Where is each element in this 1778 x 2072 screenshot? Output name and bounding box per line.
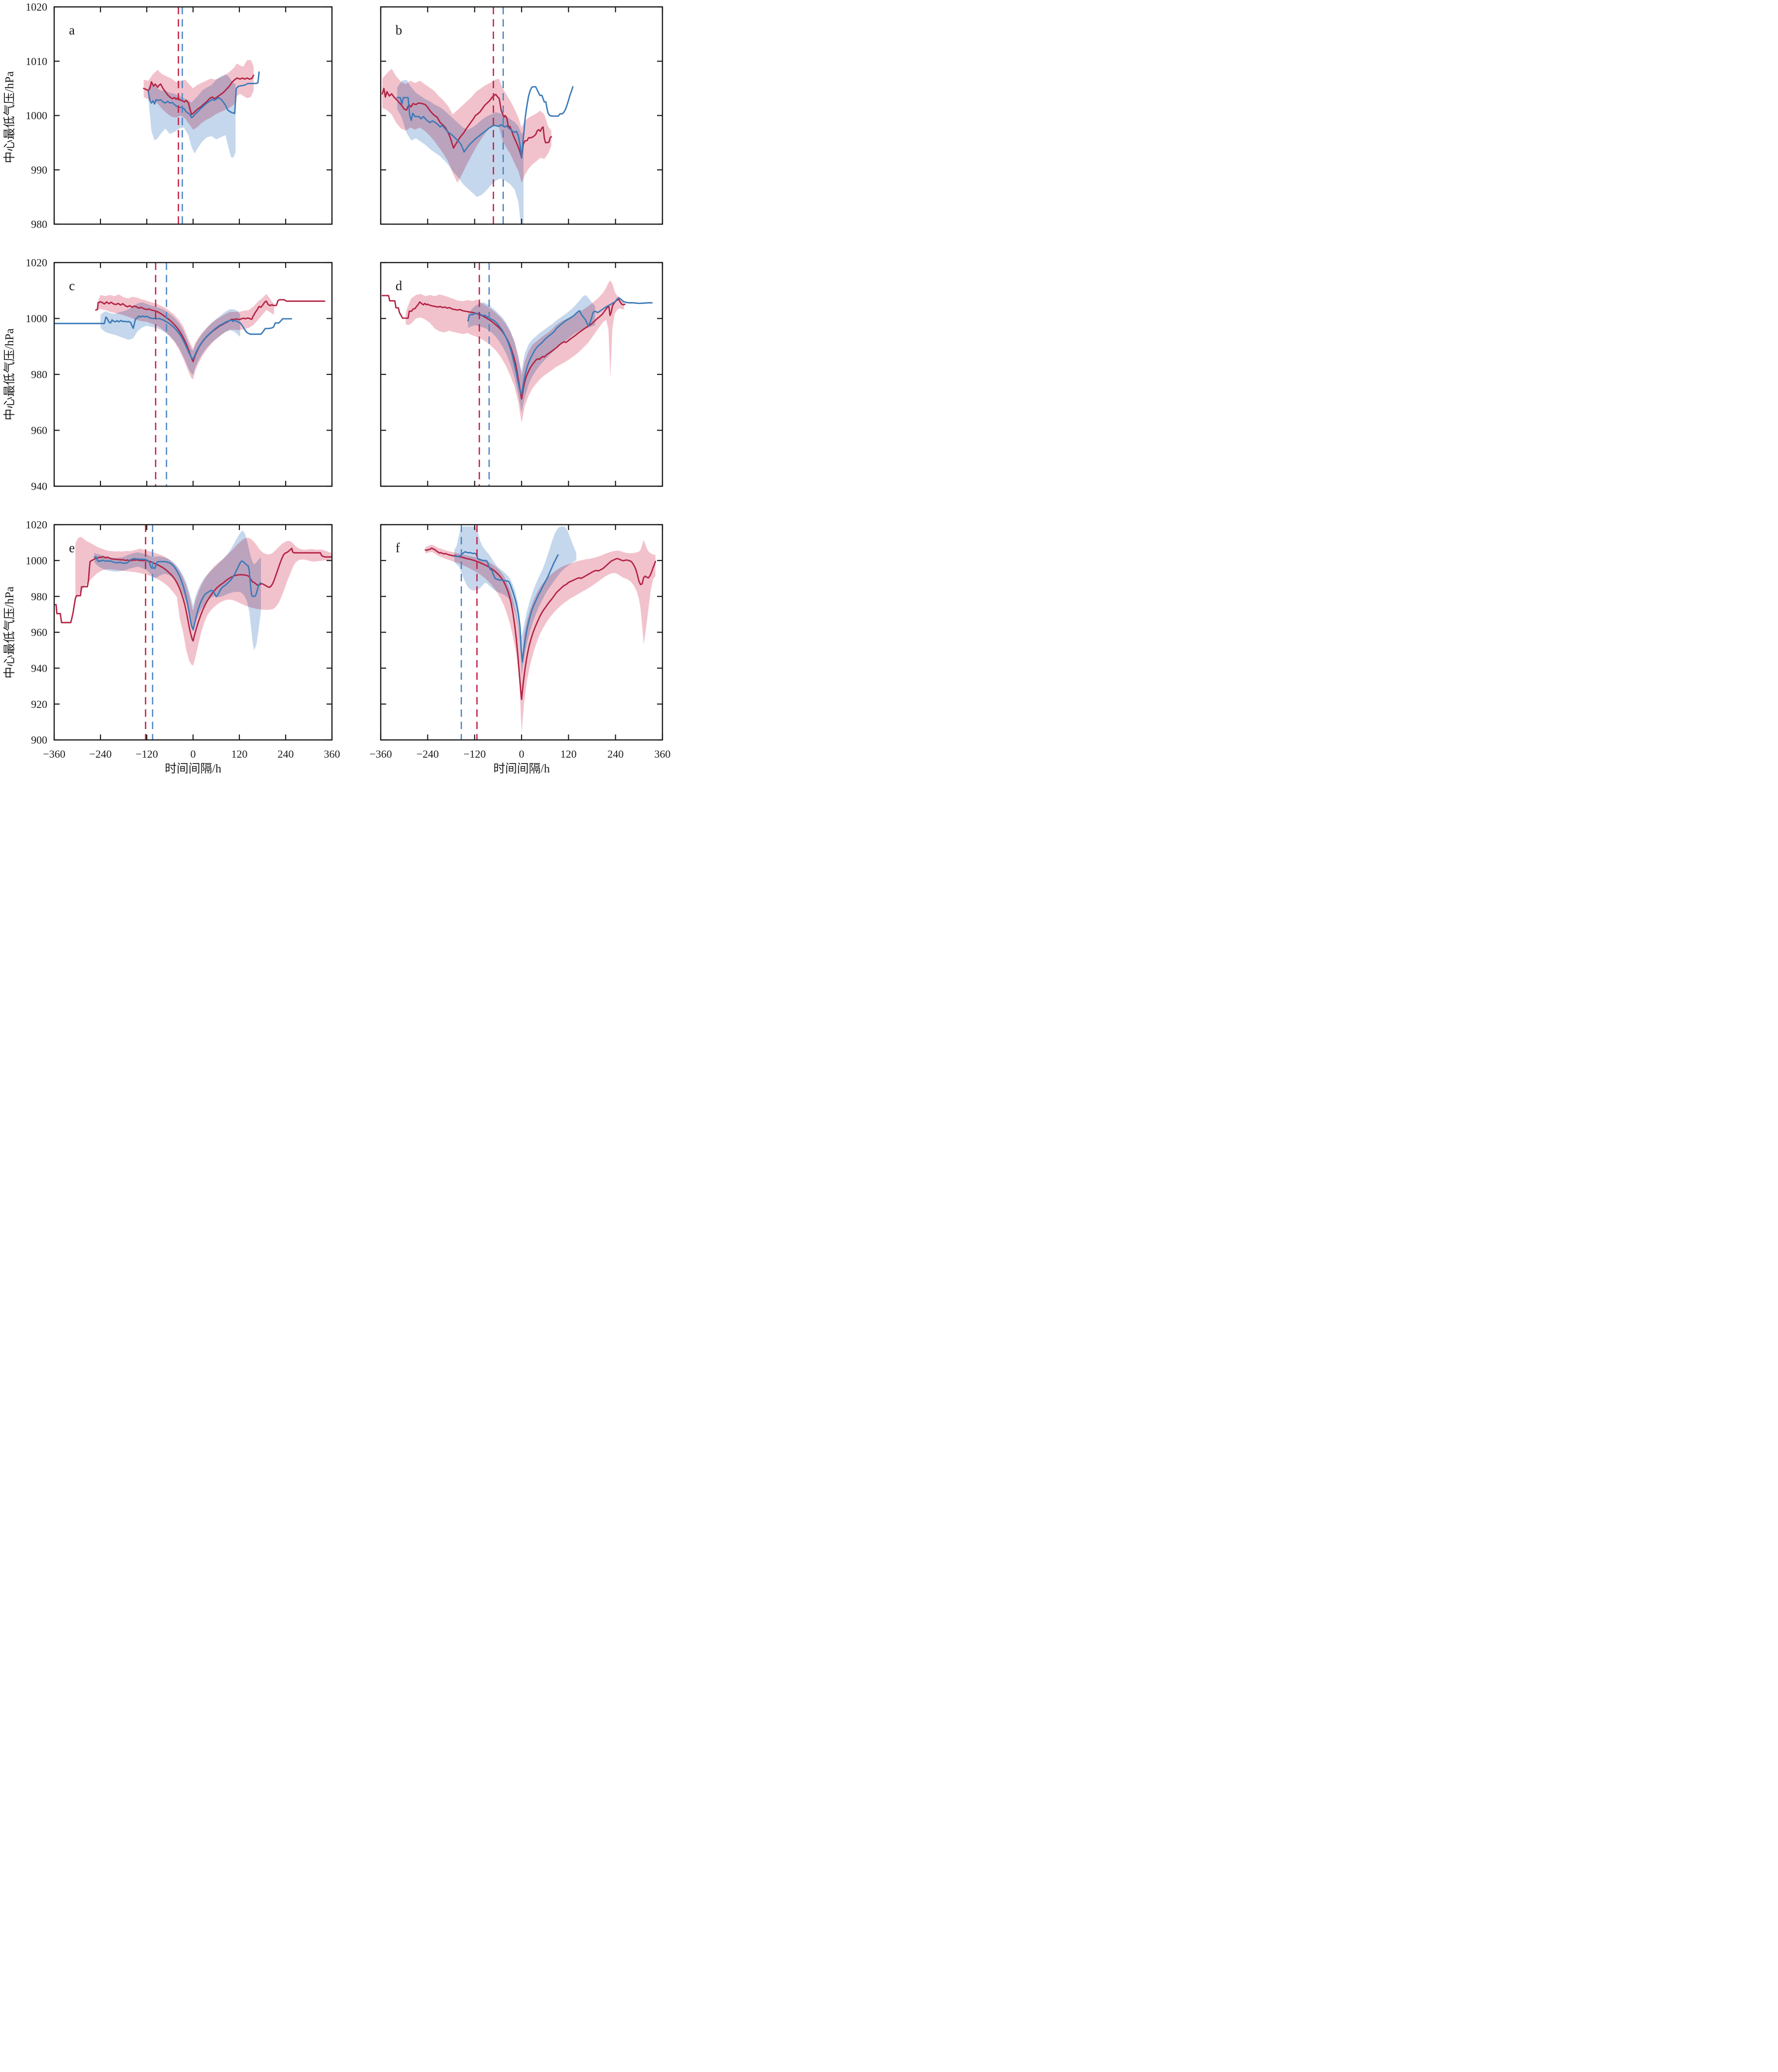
- x-tick-label: 240: [278, 748, 294, 760]
- chart-panel-a: 980 990 1000 1010 1020 a: [26, 1, 333, 231]
- y-tick-label: 980: [31, 590, 47, 602]
- y-tick-label: 980: [31, 368, 47, 381]
- blue-confidence-band: [468, 295, 595, 413]
- chart-panel-c: 940 960 980 1000 1020 c: [26, 257, 333, 493]
- x-tick-label: −240: [89, 748, 111, 760]
- blue-confidence-band: [397, 79, 524, 224]
- x-tick-label: −360: [369, 748, 392, 760]
- y-tick-label: 1010: [26, 55, 47, 67]
- chart-panel-d: d: [380, 262, 663, 487]
- x-tick-label: 360: [324, 748, 340, 760]
- x-tick-label: −120: [463, 748, 486, 760]
- y-tick-label: 1020: [26, 519, 47, 531]
- x-tick-label: 240: [607, 748, 624, 760]
- panel-letter: b: [395, 23, 402, 37]
- pressure-time-figure: 980 990 1000 1010 1020 a b 940 960 980 1000 1020 c…: [0, 0, 671, 777]
- panel-letter: c: [69, 278, 75, 293]
- x-tick-label: −360: [43, 748, 65, 760]
- y-tick-label: 1020: [26, 257, 47, 269]
- x-axis-label-right: 时间间隔/h: [493, 763, 550, 775]
- blue-mean-line: [396, 86, 574, 159]
- chart-panel-e: −360 −240 −120 0 120 240 360 900 920 940 960 980 100…: [26, 519, 340, 760]
- y-tick-label: 960: [31, 424, 47, 436]
- x-tick-label: 120: [560, 748, 577, 760]
- panel-letter: e: [69, 540, 75, 555]
- panel-letter: f: [395, 540, 400, 555]
- red-mean-line: [381, 88, 552, 159]
- red-mean-line: [143, 74, 255, 115]
- y-tick-label: 900: [31, 734, 47, 746]
- y-tick-label: 920: [31, 698, 47, 710]
- red-confidence-band: [425, 539, 656, 734]
- x-tick-label: −240: [417, 748, 439, 760]
- blue-confidence-band: [148, 74, 236, 158]
- y-tick-label: 940: [31, 480, 47, 493]
- y-tick-label: 960: [31, 626, 47, 638]
- chart-panel-b: b: [380, 6, 663, 225]
- y-tick-label: 990: [31, 164, 47, 176]
- blue-mean-line: [54, 315, 293, 360]
- x-tick-label: 120: [231, 748, 248, 760]
- x-tick-label: 0: [519, 748, 525, 760]
- y-tick-label: 940: [31, 662, 47, 674]
- y-tick-label: 980: [31, 218, 47, 231]
- x-tick-label: 0: [191, 748, 196, 760]
- panel-letter: a: [69, 23, 75, 37]
- chart-panel-f: −360 −240 −120 0 120 240 360 f: [369, 524, 671, 760]
- red-mean-line: [381, 295, 626, 400]
- red-mean-line: [425, 547, 657, 701]
- blue-mean-line: [94, 556, 262, 631]
- y-axis-label-row2: 中心最低气压/hPa: [3, 328, 16, 421]
- y-tick-label: 1000: [26, 555, 47, 567]
- y-tick-label: 1020: [26, 1, 47, 13]
- y-axis-label-row1: 中心最低气压/hPa: [3, 71, 16, 164]
- blue-mean-line: [467, 297, 653, 395]
- x-axis-label-left: 时间间隔/h: [165, 763, 222, 775]
- y-tick-label: 1000: [26, 109, 47, 122]
- red-confidence-band: [382, 68, 552, 183]
- red-mean-line: [54, 547, 332, 642]
- x-tick-label: −120: [135, 748, 158, 760]
- y-tick-label: 1000: [26, 312, 47, 325]
- blue-mean-line: [147, 71, 260, 119]
- x-tick-label: 360: [655, 748, 671, 760]
- y-axis-label-row3: 中心最低气压/hPa: [3, 586, 16, 679]
- blue-mean-line: [454, 551, 559, 663]
- panel-letter: d: [395, 278, 402, 293]
